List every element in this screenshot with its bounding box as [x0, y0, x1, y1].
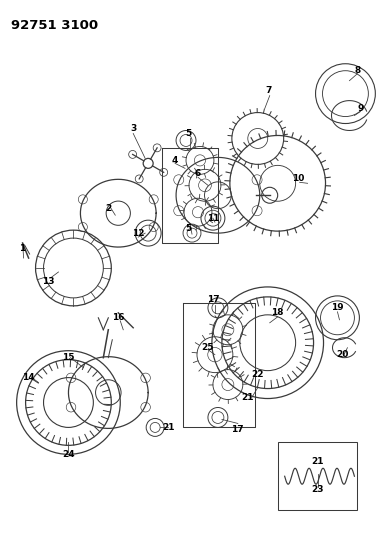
Text: 21: 21 [241, 393, 254, 402]
Text: 9: 9 [357, 104, 363, 113]
Text: 13: 13 [42, 278, 55, 286]
Text: 21: 21 [311, 457, 324, 466]
Text: 18: 18 [271, 308, 284, 317]
Text: 15: 15 [62, 353, 75, 362]
Text: 12: 12 [132, 229, 144, 238]
Text: 2: 2 [105, 204, 111, 213]
Text: 5: 5 [185, 224, 191, 232]
Text: 10: 10 [293, 174, 305, 183]
Text: 8: 8 [354, 66, 360, 75]
Text: 21: 21 [162, 423, 174, 432]
Text: 1: 1 [20, 244, 26, 253]
Text: 20: 20 [336, 350, 349, 359]
Text: 24: 24 [62, 450, 75, 459]
Text: 17: 17 [231, 425, 244, 434]
Text: 92751 3100: 92751 3100 [11, 19, 98, 32]
Text: 11: 11 [207, 214, 219, 223]
Text: 14: 14 [22, 373, 35, 382]
Text: 25: 25 [202, 343, 214, 352]
Text: 19: 19 [331, 303, 344, 312]
Bar [278, 442, 357, 510]
Text: 17: 17 [207, 295, 219, 304]
Text: 22: 22 [251, 370, 264, 379]
Text: 3: 3 [130, 124, 136, 133]
Text: 16: 16 [112, 313, 124, 322]
Text: 6: 6 [195, 169, 201, 178]
Text: 4: 4 [172, 156, 178, 165]
Text: 5: 5 [185, 129, 191, 138]
Text: 23: 23 [311, 484, 324, 494]
Text: 7: 7 [266, 86, 272, 95]
